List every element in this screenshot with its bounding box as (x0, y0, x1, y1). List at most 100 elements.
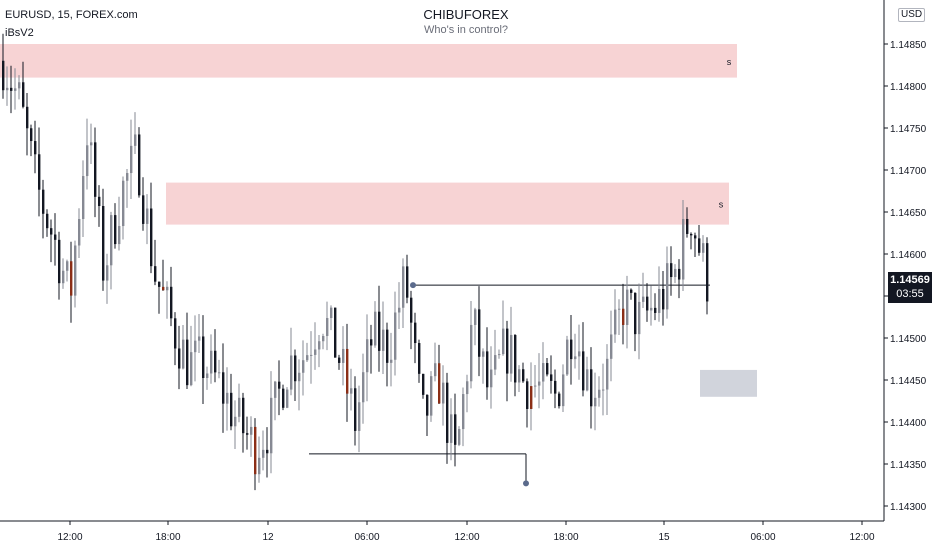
candle-body (154, 266, 157, 282)
candle-body (662, 289, 665, 310)
last-price-label: 1.14569 03:55 (888, 272, 932, 303)
candle-body (414, 322, 417, 344)
candle-body (222, 372, 225, 404)
candle-body (622, 308, 625, 325)
price-tick-label: 1.14400 (890, 418, 927, 429)
candle-body (598, 389, 601, 398)
candle-body (306, 355, 309, 361)
candle-body (234, 416, 237, 427)
price-tick-label: 1.14600 (890, 250, 927, 261)
candle-body (142, 195, 145, 224)
candle-body (654, 307, 657, 313)
candle-body (514, 334, 517, 383)
candle-body (666, 263, 669, 310)
candle-body (42, 189, 45, 214)
candle-body (390, 359, 393, 363)
candle-body (418, 343, 421, 374)
time-tick-label: 12 (262, 532, 274, 543)
price-tick-label: 1.14300 (890, 502, 927, 513)
candle-body (434, 363, 437, 377)
candle-body (58, 239, 61, 284)
candle-body (398, 307, 401, 313)
candle-body (702, 243, 705, 253)
candle-body (90, 142, 93, 146)
price-tick-label: 1.14700 (890, 166, 927, 177)
candle-body (614, 309, 617, 335)
candle-body (134, 134, 137, 146)
candle-body (486, 351, 489, 388)
candle-body (94, 142, 97, 197)
price-tick-label: 1.14500 (890, 334, 927, 345)
candle-body (2, 60, 5, 91)
chart-subtitle: Who's in control? (423, 24, 509, 36)
candle-body (438, 363, 441, 404)
candle-body (394, 312, 397, 360)
candle-body (118, 226, 121, 245)
candle-body (174, 318, 177, 349)
candle-body (582, 351, 585, 391)
candle-body (130, 145, 133, 174)
candle-body (46, 213, 49, 229)
candle-body (302, 360, 305, 373)
candle-body (358, 402, 361, 431)
candle-body (314, 349, 317, 355)
candle-body (526, 381, 529, 409)
candle-body (338, 357, 341, 363)
bar-countdown: 03:55 (896, 288, 924, 300)
candle-body (630, 289, 633, 293)
candle-body (686, 218, 689, 234)
time-tick-label: 12:00 (849, 532, 874, 543)
candle-body (626, 289, 629, 325)
candle-body (334, 307, 337, 358)
candle-body (278, 381, 281, 389)
candle-body (462, 394, 465, 430)
candle-body (10, 87, 13, 91)
candle-body (18, 82, 21, 89)
candle-body (522, 369, 525, 382)
candle-body (374, 311, 377, 346)
axes-layer: 1.14300 1.14350 1.14400 1.14450 1.14500 1.145… (0, 0, 927, 543)
candle-body (102, 206, 105, 281)
candle-body (542, 363, 545, 382)
time-tick-label: 18:00 (155, 532, 180, 543)
candle-body (502, 328, 505, 355)
candle-body (530, 386, 533, 409)
candle-body (450, 414, 453, 443)
indicator-label[interactable]: iBsV2 (5, 27, 34, 39)
candle-body (162, 286, 165, 291)
swing-high-dot (410, 282, 416, 289)
candle-body (678, 268, 681, 280)
candle-body (214, 350, 217, 373)
candle-body (98, 196, 101, 207)
candle-body (594, 397, 597, 407)
candle-body (562, 374, 565, 407)
candle-body (186, 339, 189, 386)
candle-body (194, 340, 197, 353)
candle-body (470, 324, 473, 382)
candle-body (54, 234, 57, 240)
candles-layer (2, 33, 709, 491)
candle-body (430, 376, 433, 416)
candle-body (350, 388, 353, 394)
candle-body (106, 265, 109, 281)
candle-body (578, 351, 581, 357)
candle-body (178, 348, 181, 369)
candle-body (570, 339, 573, 360)
candle-body (110, 215, 113, 266)
currency-button[interactable]: USD (898, 8, 926, 22)
price-tick-label: 1.14450 (890, 376, 927, 387)
candle-body (706, 243, 709, 302)
price-tick-label: 1.14650 (890, 208, 927, 219)
price-tick-label: 1.14350 (890, 460, 927, 471)
candle-body (694, 235, 697, 239)
candle-body (230, 392, 233, 427)
price-tick-label: 1.14800 (890, 82, 927, 93)
supply-zone (0, 44, 737, 78)
candle-body (62, 270, 65, 284)
candle-body (170, 286, 173, 319)
candle-body (82, 176, 85, 219)
candle-body (354, 388, 357, 431)
candle-body (166, 286, 169, 291)
candle-body (498, 354, 501, 356)
